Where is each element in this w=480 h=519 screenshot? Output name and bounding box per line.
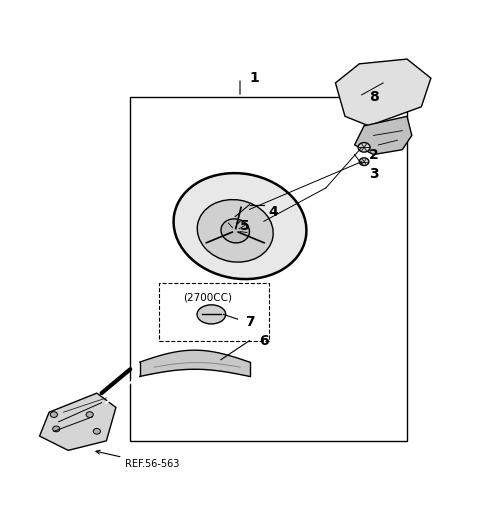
Text: 1: 1 <box>250 71 259 85</box>
Ellipse shape <box>50 412 58 417</box>
Bar <box>159 283 269 340</box>
Ellipse shape <box>358 143 370 152</box>
Text: 2: 2 <box>369 147 379 161</box>
Ellipse shape <box>221 219 250 243</box>
Ellipse shape <box>174 173 306 279</box>
Ellipse shape <box>86 412 93 417</box>
Ellipse shape <box>197 305 226 324</box>
Ellipse shape <box>93 429 100 434</box>
Polygon shape <box>355 116 412 155</box>
Text: 4: 4 <box>269 205 278 219</box>
Text: 6: 6 <box>259 334 269 348</box>
Ellipse shape <box>360 158 369 166</box>
Text: 5: 5 <box>240 219 250 233</box>
Ellipse shape <box>53 426 60 432</box>
Text: REF.56-563: REF.56-563 <box>96 450 180 469</box>
Polygon shape <box>39 393 116 450</box>
Polygon shape <box>336 59 431 126</box>
Text: (2700CC): (2700CC) <box>183 293 232 303</box>
Text: 7: 7 <box>245 315 254 329</box>
Text: 3: 3 <box>369 167 378 181</box>
Ellipse shape <box>197 200 273 262</box>
Text: 8: 8 <box>369 90 379 104</box>
Bar <box>130 97 407 441</box>
